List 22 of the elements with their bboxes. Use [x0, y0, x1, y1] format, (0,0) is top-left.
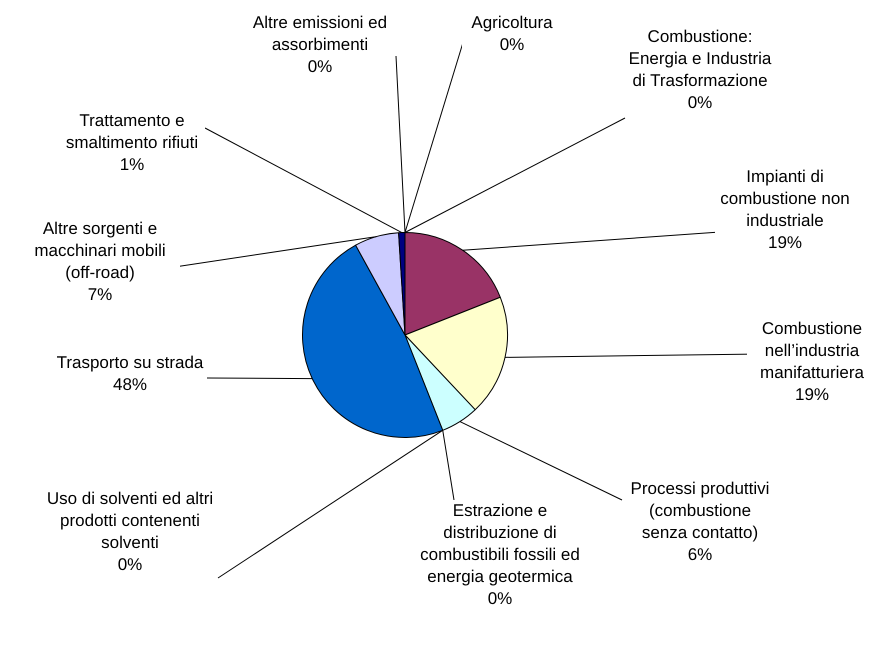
slice-label: Combustione nell’industria manifatturiera — [760, 319, 864, 382]
slice-label: Impianti di combustione non industriale — [720, 167, 850, 230]
slice-label: Processi produttivi (combustione senza contatto) — [630, 479, 770, 542]
data-label: 19% — [794, 385, 830, 404]
category-label: Agricoltura — [471, 13, 553, 32]
slice-label: Trattamento e smaltimento rifiuti — [66, 111, 198, 152]
text: 0% — [118, 555, 142, 574]
category-label: Altre emissioni ed assorbimenti — [252, 13, 388, 54]
text: 0% — [488, 589, 512, 608]
data-label: 1% — [120, 155, 144, 174]
category-label: Estrazione e distribuzione di combustibili fossili ed energia geotermica — [420, 501, 580, 586]
data-label: 48% — [112, 375, 148, 394]
slice-label: Altre sorgenti e macchinari mobili (off-road) — [34, 219, 166, 282]
data-label: 19% — [768, 233, 802, 252]
text: 0% — [688, 93, 712, 112]
slice-label: Trasporto su strada — [56, 353, 204, 372]
category-label: Uso di solventi ed altri prodotti contenenti solventi — [46, 489, 214, 552]
category-label: Combustione: Energia e Industria di Trasformazione — [628, 27, 772, 90]
text: 0% — [500, 35, 524, 54]
data-label: 7% — [88, 285, 112, 304]
text: 0% — [308, 57, 332, 76]
data-label: 6% — [688, 545, 712, 564]
